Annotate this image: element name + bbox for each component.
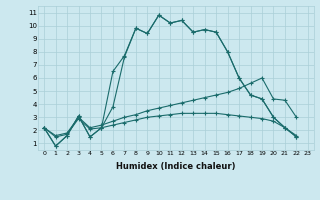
X-axis label: Humidex (Indice chaleur): Humidex (Indice chaleur) [116, 162, 236, 171]
